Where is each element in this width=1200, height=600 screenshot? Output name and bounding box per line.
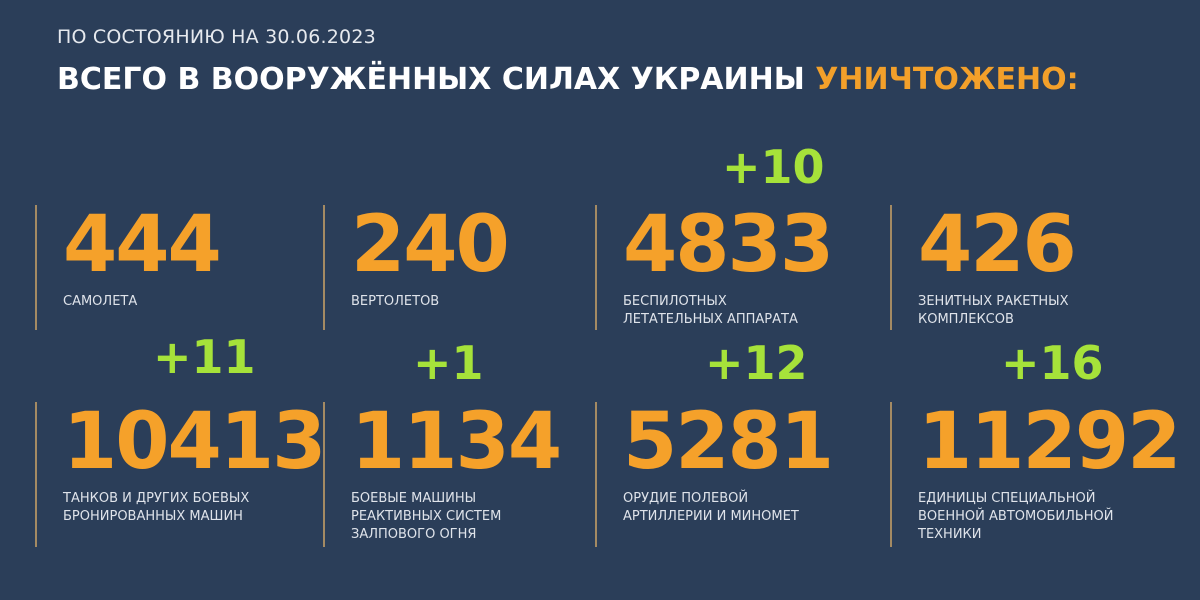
stat-label: БОЕВЫЕ МАШИНЫ РЕАКТИВНЫХ СИСТЕМ ЗАЛПОВОГ… (351, 491, 502, 542)
title-highlight: УНИЧТОЖЕНО: (815, 62, 1079, 97)
stat-label: САМОЛЕТА (63, 294, 138, 309)
stat-label: ОРУДИЕ ПОЛЕВОЙ АРТИЛЛЕРИИ И МИНОМЕТ (623, 491, 799, 524)
stat-value: 444 (63, 200, 222, 290)
stat-label: БЕСПИЛОТНЫХ ЛЕТАТЕЛЬНЫХ АППАРАТА (623, 294, 798, 327)
stat-value: 4833 (623, 200, 834, 290)
stat-value: 10413 (63, 397, 326, 487)
stat-vehicles: 11292 ЕДИНИЦЫ СПЕЦИАЛЬНОЙ ВОЕННОЙ АВТОМО… (890, 397, 1181, 547)
stat-mlrs: 1134 БОЕВЫЕ МАШИНЫ РЕАКТИВНЫХ СИСТЕМ ЗАЛ… (323, 397, 562, 547)
delta-vehicles: +16 (1001, 336, 1104, 390)
stat-label: ТАНКОВ И ДРУГИХ БОЕВЫХ БРОНИРОВАННЫХ МАШ… (63, 491, 250, 524)
stat-value: 426 (918, 200, 1077, 290)
stat-drones: 4833 БЕСПИЛОТНЫХ ЛЕТАТЕЛЬНЫХ АППАРАТА (595, 200, 834, 330)
stat-label: ВЕРТОЛЕТОВ (351, 294, 440, 309)
title-main: ВСЕГО В ВООРУЖЁННЫХ СИЛАХ УКРАИНЫ (57, 62, 805, 97)
stat-value: 5281 (623, 397, 834, 487)
page-title: ВСЕГО В ВООРУЖЁННЫХ СИЛАХ УКРАИНЫ УНИЧТО… (57, 62, 1079, 97)
stat-helicopters: 240 ВЕРТОЛЕТОВ (323, 200, 510, 330)
stat-value: 11292 (918, 397, 1181, 487)
as-of-date: ПО СОСТОЯНИЮ НА 30.06.2023 (57, 26, 376, 48)
delta-mlrs: +1 (413, 336, 484, 390)
stat-value: 240 (351, 200, 510, 290)
stat-label: ЗЕНИТНЫХ РАКЕТНЫХ КОМПЛЕКСОВ (918, 294, 1069, 327)
delta-tanks: +11 (153, 330, 256, 384)
stat-label: ЕДИНИЦЫ СПЕЦИАЛЬНОЙ ВОЕННОЙ АВТОМОБИЛЬНО… (918, 491, 1114, 542)
stat-value: 1134 (351, 397, 562, 487)
delta-artillery: +12 (705, 336, 808, 390)
stat-tanks: 10413 ТАНКОВ И ДРУГИХ БОЕВЫХ БРОНИРОВАНН… (35, 397, 326, 547)
stat-artillery: 5281 ОРУДИЕ ПОЛЕВОЙ АРТИЛЛЕРИИ И МИНОМЕТ (595, 397, 834, 547)
stat-aircraft: 444 САМОЛЕТА (35, 200, 222, 330)
delta-drones: +10 (722, 140, 825, 194)
stat-sam-systems: 426 ЗЕНИТНЫХ РАКЕТНЫХ КОМПЛЕКСОВ (890, 200, 1077, 330)
